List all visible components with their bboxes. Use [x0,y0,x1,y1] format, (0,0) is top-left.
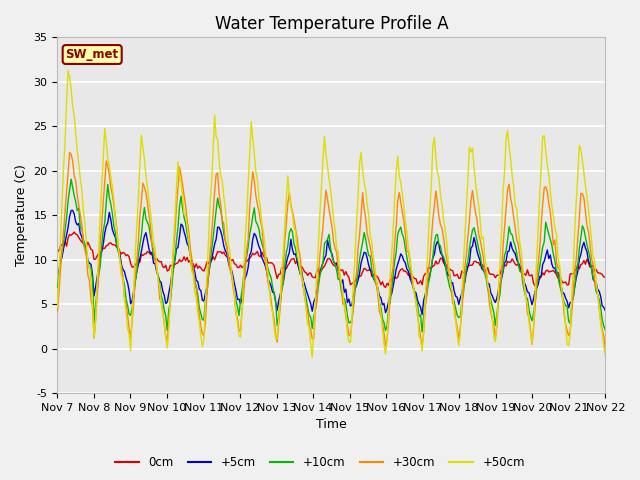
Title: Water Temperature Profile A: Water Temperature Profile A [214,15,448,33]
X-axis label: Time: Time [316,419,347,432]
Text: SW_met: SW_met [66,48,119,61]
Y-axis label: Temperature (C): Temperature (C) [15,164,28,266]
Legend: 0cm, +5cm, +10cm, +30cm, +50cm: 0cm, +5cm, +10cm, +30cm, +50cm [110,452,530,474]
